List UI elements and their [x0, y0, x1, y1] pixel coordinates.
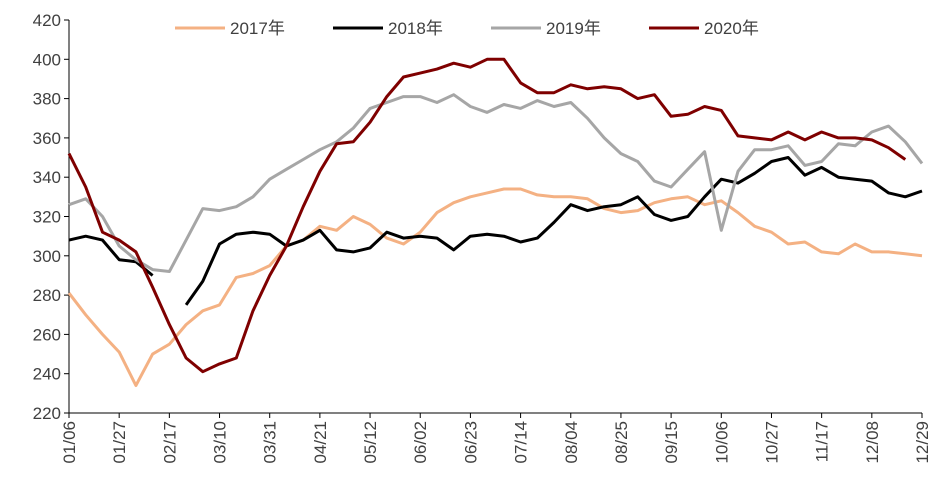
x-tick-label: 01/27 — [110, 421, 129, 464]
y-tick-label: 220 — [33, 404, 61, 423]
y-tick-label: 380 — [33, 90, 61, 109]
x-tick-label: 11/17 — [813, 421, 832, 462]
legend-label: 2017年 — [230, 19, 285, 38]
y-tick-label: 320 — [33, 208, 61, 227]
x-tick-label: 07/14 — [512, 421, 531, 464]
series-line — [67, 187, 923, 387]
x-tick-label: 10/06 — [712, 421, 731, 464]
x-tick-label: 05/12 — [361, 421, 380, 464]
series-line — [68, 156, 923, 306]
x-tick-label: 09/15 — [662, 421, 681, 464]
x-tick-label: 03/31 — [261, 421, 280, 464]
series-line — [67, 57, 907, 374]
x-tick-label: 12/29 — [913, 421, 932, 464]
x-tick-label: 08/04 — [562, 421, 581, 464]
y-tick-label: 400 — [33, 50, 61, 69]
x-tick-label: 03/10 — [211, 421, 230, 464]
y-tick-label: 240 — [33, 365, 61, 384]
x-tick-label: 12/08 — [863, 421, 882, 464]
series-line — [68, 93, 924, 273]
legend-label: 2020年 — [704, 19, 759, 38]
x-tick-label: 10/27 — [762, 421, 781, 464]
y-tick-label: 340 — [33, 168, 61, 187]
y-tick-label: 420 — [33, 11, 61, 30]
y-tick-label: 360 — [33, 129, 61, 148]
y-tick-label: 280 — [33, 286, 61, 305]
x-tick-label: 01/06 — [60, 421, 79, 464]
x-tick-label: 06/23 — [461, 421, 480, 464]
legend-label: 2018年 — [388, 19, 443, 38]
x-tick-label: 04/21 — [311, 421, 330, 464]
x-tick-label: 06/02 — [411, 421, 430, 464]
x-tick-label: 02/17 — [160, 421, 179, 464]
legend-label: 2019年 — [546, 19, 601, 38]
x-tick-label: 08/25 — [612, 421, 631, 464]
y-tick-label: 300 — [33, 247, 61, 266]
y-tick-label: 260 — [33, 325, 61, 344]
